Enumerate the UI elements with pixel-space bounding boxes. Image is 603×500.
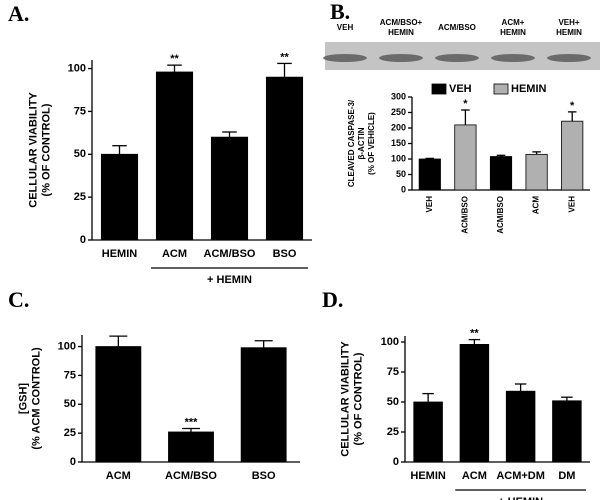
y-tick-label: 100 <box>68 62 86 74</box>
y-tick-label: 0 <box>80 234 86 246</box>
bar <box>100 153 139 241</box>
significance: * <box>570 100 575 112</box>
x-tick-label: ACM/BSO <box>496 196 505 234</box>
bar <box>413 401 443 463</box>
bar <box>210 136 249 241</box>
x-tick-label: HEMIN <box>410 470 446 482</box>
bar <box>418 158 441 191</box>
y-tick-label: 100 <box>58 340 76 352</box>
blot-band <box>547 54 591 62</box>
blot-label: VEH+ <box>558 18 579 27</box>
y-tick-label: 0 <box>70 456 76 468</box>
panel-label: A. <box>8 1 29 26</box>
group-label: + HEMIN <box>207 274 252 286</box>
blot-label: HEMIN <box>500 28 526 37</box>
significance: ** <box>280 51 289 63</box>
y-axis-label: (% OF VEHICLE) <box>367 112 376 175</box>
bar <box>552 400 582 463</box>
x-tick-label: ACM+DM <box>496 470 545 482</box>
x-tick-label: ACM <box>106 470 131 482</box>
bar <box>454 124 477 191</box>
bar <box>525 153 548 191</box>
y-tick-label: 0 <box>393 456 399 468</box>
x-tick-label: ACM/BSO <box>204 248 256 260</box>
x-tick-label: VEH <box>567 196 576 213</box>
y-axis-label: CELLULAR VIABILITY <box>339 341 351 457</box>
legend-label: VEH <box>449 83 472 95</box>
y-tick-label: 100 <box>391 153 406 163</box>
y-axis-label: (% OF CONTROL) <box>40 103 52 196</box>
x-tick-label: ACM <box>462 470 487 482</box>
y-axis-label: β-ACTIN <box>357 127 366 159</box>
blot-label: VEH <box>337 23 354 32</box>
bar <box>168 431 214 463</box>
y-tick-label: 250 <box>391 107 406 117</box>
y-tick-label: 50 <box>396 169 406 179</box>
blot-label: HEMIN <box>556 28 582 37</box>
y-tick-label: 50 <box>74 148 86 160</box>
bar <box>95 346 142 463</box>
y-tick-label: 50 <box>387 396 399 408</box>
x-tick-label: HEMIN <box>102 248 138 260</box>
y-tick-label: 75 <box>64 369 76 381</box>
blot-band <box>323 54 367 62</box>
x-tick-label: ACM <box>532 196 541 215</box>
significance: *** <box>185 416 199 428</box>
x-tick-label: BSO <box>252 470 276 482</box>
panel-label: C. <box>8 287 29 312</box>
significance: ** <box>170 53 179 65</box>
x-tick-label: VEH <box>425 196 434 213</box>
legend-label: HEMIN <box>511 83 547 95</box>
blot-band <box>435 54 479 62</box>
y-axis-label: [GSH] <box>17 383 29 415</box>
y-tick-label: 50 <box>64 398 76 410</box>
y-axis-label: CELLULAR VIABILITY <box>27 92 39 208</box>
y-tick-label: 0 <box>401 184 406 194</box>
x-tick-label: ACM <box>162 248 187 260</box>
blot-label: ACM+ <box>502 18 525 27</box>
blot-label: ACM/BSO <box>438 23 476 32</box>
bar <box>561 120 584 191</box>
blot-band <box>379 54 423 62</box>
y-tick-label: 25 <box>387 426 399 438</box>
y-tick-label: 75 <box>387 366 399 378</box>
y-tick-label: 150 <box>391 138 406 148</box>
blot-band <box>491 54 535 62</box>
bar <box>155 71 194 241</box>
bar <box>459 343 490 463</box>
blot-label: HEMIN <box>388 28 414 37</box>
x-tick-label: BSO <box>273 248 297 260</box>
x-tick-label: DM <box>558 470 575 482</box>
bar <box>265 76 304 241</box>
y-tick-label: 75 <box>74 105 86 117</box>
y-tick-label: 25 <box>74 191 86 203</box>
x-tick-label: ACM/BSO <box>165 470 217 482</box>
y-axis-label: (% OF CONTROL) <box>352 352 364 445</box>
y-tick-label: 100 <box>381 336 399 348</box>
panel-label: B. <box>330 0 350 24</box>
bar <box>505 390 536 463</box>
significance: ** <box>470 328 479 340</box>
bar <box>489 156 513 191</box>
bar <box>240 347 287 463</box>
y-axis-label: (% ACM CONTROL) <box>30 347 42 450</box>
legend-swatch <box>431 83 447 95</box>
y-tick-label: 200 <box>391 122 406 132</box>
group-label: + HEMIN <box>498 496 543 500</box>
x-tick-label: ACM/BSO <box>461 196 470 234</box>
significance: * <box>463 98 468 110</box>
y-tick-label: 25 <box>64 427 76 439</box>
y-axis-label: CLEAVED CASPASE-3/ <box>347 99 356 187</box>
legend-swatch <box>493 83 509 95</box>
blot-label: ACM/BSO+ <box>380 18 423 27</box>
y-tick-label: 300 <box>391 91 406 101</box>
panel-label: D. <box>322 287 343 312</box>
